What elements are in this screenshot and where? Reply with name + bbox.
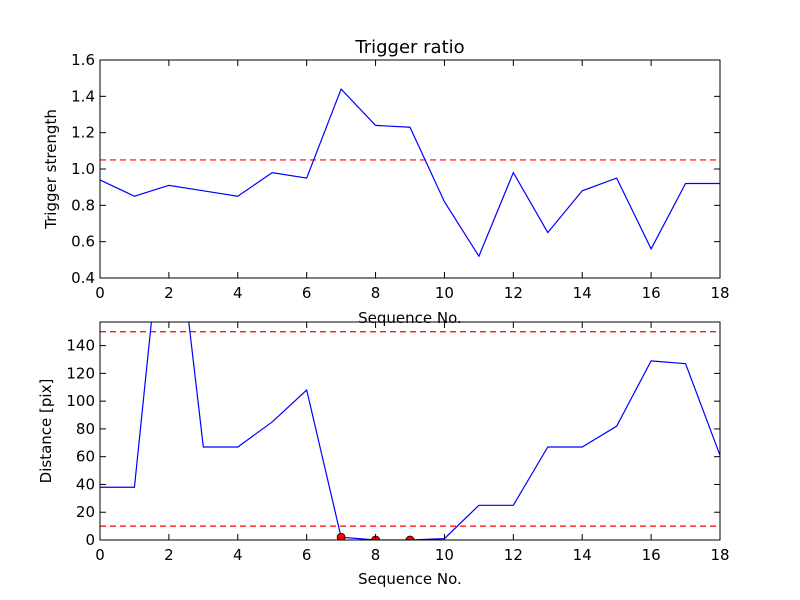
x-tick-label: 8 bbox=[371, 546, 381, 564]
x-tick-label: 6 bbox=[302, 546, 312, 564]
y-axis-label: Distance [pix] bbox=[37, 379, 55, 484]
x-tick-label: 2 bbox=[164, 546, 174, 564]
y-tick-label: 100 bbox=[66, 392, 95, 410]
x-tick-label: 18 bbox=[710, 284, 729, 302]
y-tick-label: 120 bbox=[66, 364, 95, 382]
x-tick-label: 18 bbox=[710, 546, 729, 564]
x-tick-label: 12 bbox=[504, 284, 523, 302]
y-tick-label: 0.8 bbox=[71, 196, 95, 214]
x-tick-label: 2 bbox=[164, 284, 174, 302]
x-tick-label: 4 bbox=[233, 284, 243, 302]
y-tick-label: 1.2 bbox=[71, 124, 95, 142]
x-tick-label: 14 bbox=[573, 546, 592, 564]
y-tick-label: 1.4 bbox=[71, 87, 95, 105]
highlight-marker bbox=[405, 535, 415, 540]
y-tick-label: 140 bbox=[66, 337, 95, 355]
plot-area bbox=[100, 87, 720, 258]
y-tick-label: 0 bbox=[85, 531, 95, 549]
y-tick-label: 60 bbox=[76, 448, 95, 466]
axes-frame bbox=[99, 321, 721, 541]
x-tick-label: 6 bbox=[302, 284, 312, 302]
data-series-line bbox=[100, 87, 720, 258]
x-tick-label: 16 bbox=[642, 284, 661, 302]
x-axis-label: Sequence No. bbox=[358, 570, 462, 588]
x-axis-label: Sequence No. bbox=[358, 309, 462, 327]
x-tick-label: 4 bbox=[233, 546, 243, 564]
plot-area bbox=[100, 322, 720, 540]
x-tick-label: 10 bbox=[435, 284, 454, 302]
y-tick-label: 80 bbox=[76, 420, 95, 438]
x-tick-label: 10 bbox=[435, 546, 454, 564]
y-tick-label: 1.0 bbox=[71, 160, 95, 178]
chart-title: Trigger ratio bbox=[354, 37, 464, 58]
x-tick-label: 14 bbox=[573, 284, 592, 302]
x-tick-label: 0 bbox=[95, 546, 105, 564]
y-tick-label: 0.6 bbox=[71, 233, 95, 251]
highlight-marker bbox=[336, 532, 346, 540]
distance-subplot: Sequence No. Distance [pix] 0 2 4 6 8 10 12 14 1… bbox=[37, 321, 730, 588]
y-axis-label: Trigger strength bbox=[42, 109, 60, 230]
x-tick-label: 0 bbox=[95, 284, 105, 302]
trigger-ratio-subplot: Trigger ratio Sequence No. Trigger stren… bbox=[42, 37, 730, 327]
x-tick-label: 16 bbox=[642, 546, 661, 564]
y-tick-label: 40 bbox=[76, 475, 95, 493]
y-tick-label: 1.6 bbox=[71, 51, 95, 69]
y-tick-label: 20 bbox=[76, 503, 95, 521]
data-series-line bbox=[100, 322, 720, 540]
y-tick-label: 0.4 bbox=[71, 269, 95, 287]
x-tick-label: 12 bbox=[504, 546, 523, 564]
x-tick-label: 8 bbox=[371, 284, 381, 302]
